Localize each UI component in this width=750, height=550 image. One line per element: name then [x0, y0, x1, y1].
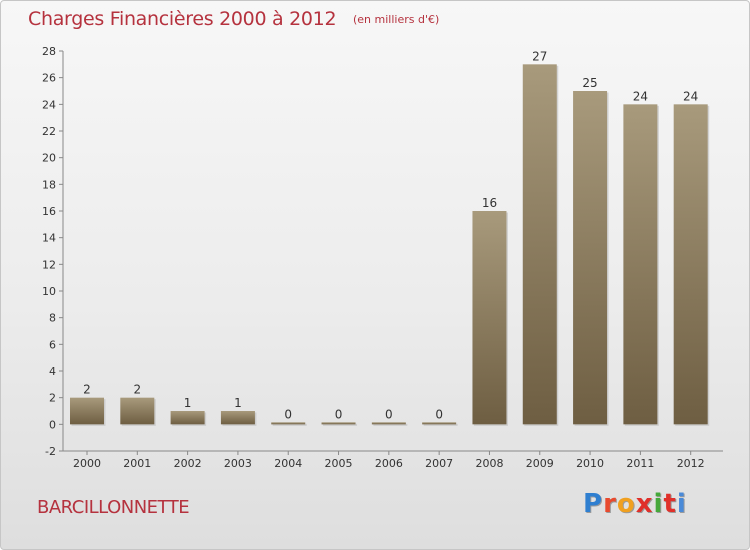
- x-tick-label: 2004: [274, 457, 302, 470]
- bar: [271, 422, 306, 425]
- y-tick-label: 18: [42, 178, 56, 191]
- x-tick-label: 2012: [677, 457, 705, 470]
- bar-value-label: 2: [83, 383, 91, 397]
- y-tick-label: 0: [49, 418, 56, 431]
- bar: [371, 422, 406, 425]
- y-tick-label: 16: [42, 205, 56, 218]
- y-tick-label: 6: [49, 338, 56, 351]
- y-tick-label: 26: [42, 72, 56, 85]
- bar: [422, 422, 457, 425]
- bar-value-label: 0: [385, 407, 393, 421]
- chart-subtitle: (en milliers d'€): [353, 13, 440, 26]
- bar-value-label: 2: [133, 383, 141, 397]
- chart-bars: [70, 64, 710, 426]
- y-tick-label: 4: [49, 365, 56, 378]
- y-tick-label: 20: [42, 152, 56, 165]
- bar-value-label: 0: [435, 407, 443, 421]
- bar-value-label: 1: [234, 396, 242, 410]
- bar: [573, 91, 608, 425]
- bar-value-label: 0: [335, 407, 343, 421]
- bar-value-label: 25: [582, 76, 597, 90]
- bar: [623, 104, 658, 425]
- x-tick-label: 2009: [526, 457, 554, 470]
- bar: [472, 211, 507, 425]
- y-tick-label: 10: [42, 285, 56, 298]
- bar-shadow: [373, 423, 408, 426]
- bar-value-label: 16: [482, 196, 497, 210]
- bar: [120, 397, 155, 425]
- bar: [220, 411, 255, 425]
- y-tick-label: 8: [49, 312, 56, 325]
- x-tick-label: 2010: [576, 457, 604, 470]
- chart-title: Charges Financières 2000 à 2012: [28, 8, 337, 30]
- bar: [70, 397, 104, 425]
- bar: [673, 104, 708, 425]
- x-tick-label: 2005: [325, 457, 353, 470]
- x-tick-label: 2007: [425, 457, 453, 470]
- bar-shadow: [323, 423, 358, 426]
- bar-shadow: [423, 423, 458, 426]
- proxiti-logo[interactable]: Proxiti: [583, 489, 687, 519]
- bar-shadow: [272, 423, 307, 426]
- x-tick-label: 2001: [123, 457, 151, 470]
- y-tick-label: 14: [42, 232, 56, 245]
- x-tick-label: 2006: [375, 457, 403, 470]
- y-tick-label: 2: [49, 392, 56, 405]
- commune-name: BARCILLONNETTE: [37, 497, 190, 518]
- bar-value-label: 24: [633, 89, 648, 103]
- y-tick-label: 28: [42, 45, 56, 58]
- y-tick-label: 22: [42, 125, 56, 138]
- bar-value-label: 0: [284, 407, 292, 421]
- y-tick-label: -2: [45, 445, 56, 458]
- bar: [522, 64, 557, 425]
- bar-value-label: 27: [532, 49, 547, 63]
- bar: [321, 422, 356, 425]
- x-tick-label: 2002: [174, 457, 202, 470]
- x-tick-label: 2011: [626, 457, 654, 470]
- y-tick-label: 12: [42, 258, 56, 271]
- chart-labels: 2 2 1 1 0 0 0 0 16 27 25 24 24: [83, 49, 698, 421]
- bar: [170, 411, 205, 425]
- y-tick-label: 24: [42, 98, 56, 111]
- x-tick-label: 2000: [73, 457, 101, 470]
- bar-value-label: 1: [184, 396, 192, 410]
- x-tick-label: 2003: [224, 457, 252, 470]
- bar-value-label: 24: [683, 89, 698, 103]
- x-tick-label: 2008: [475, 457, 503, 470]
